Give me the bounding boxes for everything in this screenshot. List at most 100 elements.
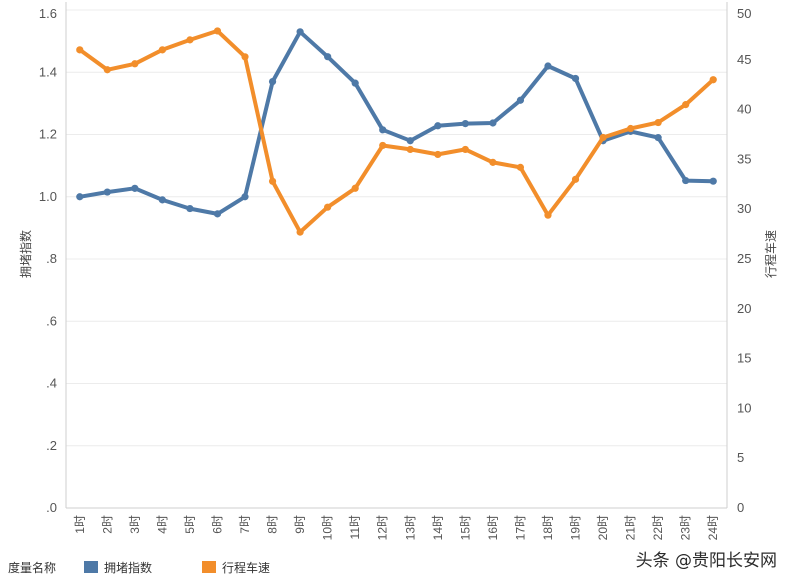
data-point-0 bbox=[434, 122, 442, 130]
data-point-1 bbox=[627, 124, 635, 133]
legend-label-speed: 行程车速 bbox=[222, 560, 271, 575]
data-point-1 bbox=[544, 211, 552, 219]
y-left-ticks: .0 .2 .4 .6 .8 1.0 1.2 1.4 1.6 bbox=[39, 6, 57, 515]
y-left-tick-label: 1.2 bbox=[39, 127, 57, 142]
data-point-1 bbox=[76, 46, 84, 54]
y-left-tick-label: .0 bbox=[46, 500, 57, 515]
x-tick-label: 11时 bbox=[348, 515, 362, 539]
data-point-1 bbox=[241, 53, 249, 61]
data-point-0 bbox=[709, 177, 717, 185]
data-point-1 bbox=[213, 27, 222, 35]
legend: 度量名称 拥堵指数 行程车速 bbox=[8, 557, 320, 577]
x-tick-label: 3时 bbox=[128, 515, 142, 534]
x-tick-label: 17时 bbox=[513, 515, 527, 540]
y-left-tick-label: .4 bbox=[46, 376, 57, 391]
data-point-0 bbox=[571, 74, 580, 83]
data-point-0 bbox=[158, 196, 166, 204]
y-right-tick-label: 0 bbox=[737, 500, 744, 515]
y-left-tick-label: .2 bbox=[46, 438, 57, 453]
y-right-tick-label: 30 bbox=[737, 201, 751, 216]
x-tick-label: 7时 bbox=[238, 515, 252, 534]
data-point-0 bbox=[406, 137, 414, 145]
data-point-1 bbox=[186, 36, 194, 44]
x-tick-label: 6时 bbox=[210, 515, 224, 534]
x-tick-label: 13时 bbox=[403, 515, 417, 540]
data-point-1 bbox=[379, 141, 387, 150]
x-tick-label: 12时 bbox=[376, 515, 390, 540]
data-point-0 bbox=[351, 79, 359, 87]
legend-item-congestion[interactable]: 拥堵指数 bbox=[84, 559, 152, 576]
data-point-0 bbox=[296, 28, 304, 36]
data-point-1 bbox=[682, 101, 690, 109]
data-point-0 bbox=[268, 77, 277, 86]
y-left-tick-label: 1.0 bbox=[39, 189, 57, 204]
y-right-tick-label: 20 bbox=[737, 301, 751, 316]
data-point-1 bbox=[489, 158, 497, 166]
data-point-0 bbox=[461, 120, 469, 128]
x-tick-label: 20时 bbox=[596, 515, 610, 540]
x-tick-label: 16时 bbox=[486, 515, 500, 540]
x-tick-label: 15时 bbox=[458, 515, 472, 540]
y-left-tick-label: 1.4 bbox=[39, 64, 57, 79]
x-tick-label: 19时 bbox=[569, 515, 583, 540]
data-point-1 bbox=[516, 163, 525, 171]
series-line-0 bbox=[77, 29, 716, 216]
data-point-0 bbox=[213, 210, 222, 218]
data-point-0 bbox=[186, 204, 194, 213]
x-tick-label: 23时 bbox=[679, 515, 693, 540]
data-point-1 bbox=[461, 145, 469, 154]
y-left-tick-label: .6 bbox=[46, 313, 57, 328]
y-right-tick-label: 25 bbox=[737, 251, 751, 266]
data-point-1 bbox=[158, 46, 166, 54]
data-point-0 bbox=[682, 176, 690, 185]
data-point-1 bbox=[654, 118, 662, 127]
x-tick-label: 18时 bbox=[541, 515, 555, 540]
axes bbox=[65, 2, 728, 509]
data-point-1 bbox=[599, 133, 607, 142]
grid-lines bbox=[66, 9, 727, 447]
x-tick-label: 21时 bbox=[624, 515, 638, 540]
y-right-tick-label: 15 bbox=[737, 351, 751, 366]
data-point-1 bbox=[296, 228, 304, 236]
data-point-0 bbox=[544, 62, 552, 70]
data-point-0 bbox=[324, 53, 332, 61]
y-right-axis-title: 行程车速 bbox=[763, 230, 778, 278]
x-tick-label: 2时 bbox=[100, 515, 114, 534]
data-point-1 bbox=[434, 150, 442, 159]
y-left-tick-label: .8 bbox=[46, 251, 57, 266]
legend-swatch-congestion bbox=[84, 561, 99, 573]
x-tick-label: 9时 bbox=[293, 515, 307, 534]
watermark: 头条 @贵阳长安网 bbox=[635, 551, 777, 571]
y-left-tick-label: 1.6 bbox=[39, 6, 57, 21]
data-point-0 bbox=[654, 134, 662, 142]
x-tick-label: 10时 bbox=[321, 515, 335, 540]
y-left-axis-title: 拥堵指数 bbox=[18, 230, 33, 278]
data-point-0 bbox=[76, 193, 84, 201]
data-point-1 bbox=[351, 184, 359, 192]
data-point-0 bbox=[241, 193, 249, 201]
x-tick-label: 4时 bbox=[155, 515, 169, 534]
x-tick-label: 22时 bbox=[651, 515, 665, 540]
x-ticks: 1时 2时 3时 4时 5时 6时 7时 8时 9时 10时 11时 12时 13时 14时 15时 16时 1… bbox=[73, 515, 720, 540]
y-right-tick-label: 35 bbox=[737, 151, 751, 166]
data-point-0 bbox=[103, 188, 111, 196]
x-tick-label: 8时 bbox=[266, 515, 280, 534]
data-point-0 bbox=[379, 126, 387, 134]
y-right-tick-label: 5 bbox=[737, 450, 744, 465]
legend-title: 度量名称 bbox=[8, 560, 57, 575]
series-line-1 bbox=[77, 28, 716, 235]
y-right-tick-label: 50 bbox=[737, 6, 751, 21]
y-right-tick-label: 10 bbox=[737, 400, 751, 415]
y-right-tick-label: 45 bbox=[737, 52, 751, 67]
x-tick-label: 5时 bbox=[183, 515, 197, 534]
series-layer bbox=[76, 27, 717, 236]
data-point-1 bbox=[324, 203, 332, 211]
data-point-0 bbox=[489, 119, 497, 127]
data-point-1 bbox=[709, 76, 717, 84]
y-right-ticks: 0 5 10 15 20 25 30 35 40 45 50 bbox=[737, 6, 751, 515]
x-tick-label: 24时 bbox=[706, 515, 720, 540]
legend-item-speed[interactable]: 行程车速 bbox=[202, 559, 270, 576]
data-point-1 bbox=[268, 177, 277, 185]
data-point-1 bbox=[103, 66, 111, 74]
